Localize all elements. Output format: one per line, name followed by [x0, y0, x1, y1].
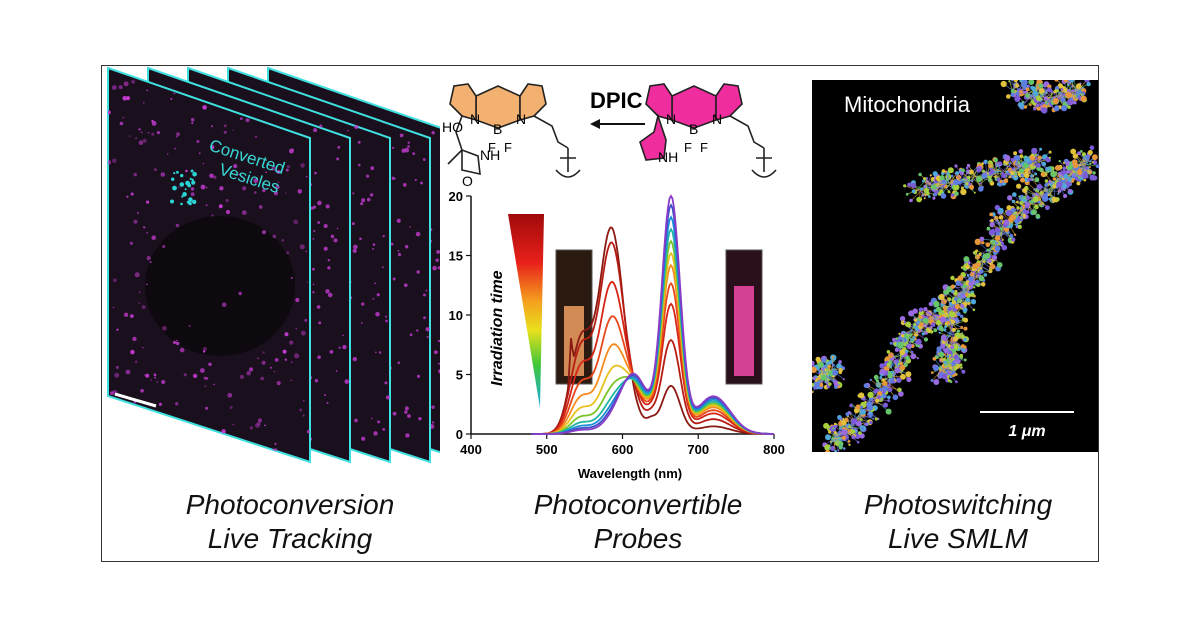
x-tick-label: 800	[763, 442, 785, 457]
x-tick-label: 400	[460, 442, 482, 457]
converted-vesicle	[181, 195, 184, 198]
left-atom-n2: N	[516, 111, 526, 127]
caption-left-line1: Photoconversion	[185, 489, 395, 520]
y-tick-label: 0	[456, 427, 463, 442]
spectrum-series-11	[531, 194, 774, 435]
smlm-mitochondria-image: Mitochondria 1 μm	[812, 80, 1100, 452]
caption-probes: Photoconvertible Probes	[488, 488, 788, 556]
irradiation-gradient-triangle	[508, 214, 544, 408]
mitochondria-title: Mitochondria	[844, 92, 971, 117]
converted-vesicle	[191, 178, 194, 181]
caption-left-line2: Live Tracking	[207, 523, 373, 554]
converted-vesicle	[192, 199, 197, 205]
photoconversion-image-stack: Converted Vesicles	[107, 66, 440, 464]
x-tick-label: 600	[612, 442, 634, 457]
converted-vesicle	[176, 170, 179, 174]
converted-dye-structure	[447, 83, 581, 178]
caption-photoconversion: Photoconversion Live Tracking	[140, 488, 440, 556]
caption-middle-line2: Probes	[593, 523, 683, 554]
right-atom-f1: F	[684, 140, 692, 155]
converted-vesicle	[192, 171, 197, 177]
left-atom-nh: NH	[480, 147, 500, 163]
reaction-label: DPIC	[590, 88, 643, 113]
right-atom-f2: F	[700, 140, 708, 155]
left-atom-n1: N	[470, 111, 480, 127]
mitochondria-mesh	[812, 80, 1100, 452]
converted-vesicle	[171, 177, 175, 181]
native-dye-structure	[639, 83, 777, 178]
converted-vesicle	[188, 201, 192, 206]
converted-vesicle	[189, 177, 192, 180]
scale-bar-label: 1 μm	[1008, 423, 1045, 440]
left-atom-b: B	[493, 121, 502, 137]
figure-frame	[101, 65, 1099, 562]
y-tick-label: 5	[456, 368, 463, 383]
left-atom-f1: F	[488, 140, 496, 155]
converted-vesicle	[173, 172, 176, 175]
converted-vesicle	[190, 169, 194, 173]
converted-vesicle	[188, 197, 193, 202]
right-atom-n2: N	[712, 111, 722, 127]
left-atom-o: O	[462, 173, 473, 189]
spectrum-series-3	[531, 280, 774, 435]
spectrum-series-2	[531, 241, 774, 435]
converted-vesicle	[191, 180, 196, 185]
left-atom-ho: HO	[442, 119, 463, 135]
left-atom-f2: F	[504, 140, 512, 155]
converted-vesicle	[172, 185, 177, 191]
converted-vesicle	[180, 202, 183, 206]
caption-right-line2: Live SMLM	[887, 523, 1029, 554]
x-axis-label: Wavelength (nm)	[578, 466, 682, 481]
x-tick-label: 700	[687, 442, 709, 457]
reaction-scheme: N B N F F HO NH O DPIC N B N F F NH	[442, 83, 777, 189]
caption-right-line1: Photoswitching	[863, 489, 1053, 520]
converted-vesicle	[184, 188, 187, 191]
converted-vesicle	[182, 192, 187, 197]
spectrum-series-4	[531, 281, 774, 435]
reaction-arrow	[590, 119, 600, 129]
right-atom-b: B	[689, 121, 698, 137]
x-tick-label: 500	[536, 442, 558, 457]
caption-middle-line1: Photoconvertible	[533, 489, 743, 520]
y-tick-label: 10	[449, 308, 463, 323]
converted-vesicle	[180, 173, 184, 178]
converted-vesicle	[185, 180, 190, 186]
converted-vesicle	[179, 182, 185, 187]
absorption-spectra-chart: 400 500 600 700 800 0 5 10 15 20 Irradiation time…	[449, 189, 785, 481]
spectrum-series-1	[531, 226, 774, 435]
right-atom-nh: NH	[658, 149, 678, 165]
y-tick-label: 15	[449, 249, 463, 264]
converted-vesicle	[170, 199, 174, 204]
caption-photoswitching: Photoswitching Live SMLM	[808, 488, 1108, 556]
right-atom-n1: N	[666, 111, 676, 127]
y-tick-label: 20	[449, 189, 463, 204]
irradiation-time-annotation: Irradiation time	[489, 270, 506, 386]
